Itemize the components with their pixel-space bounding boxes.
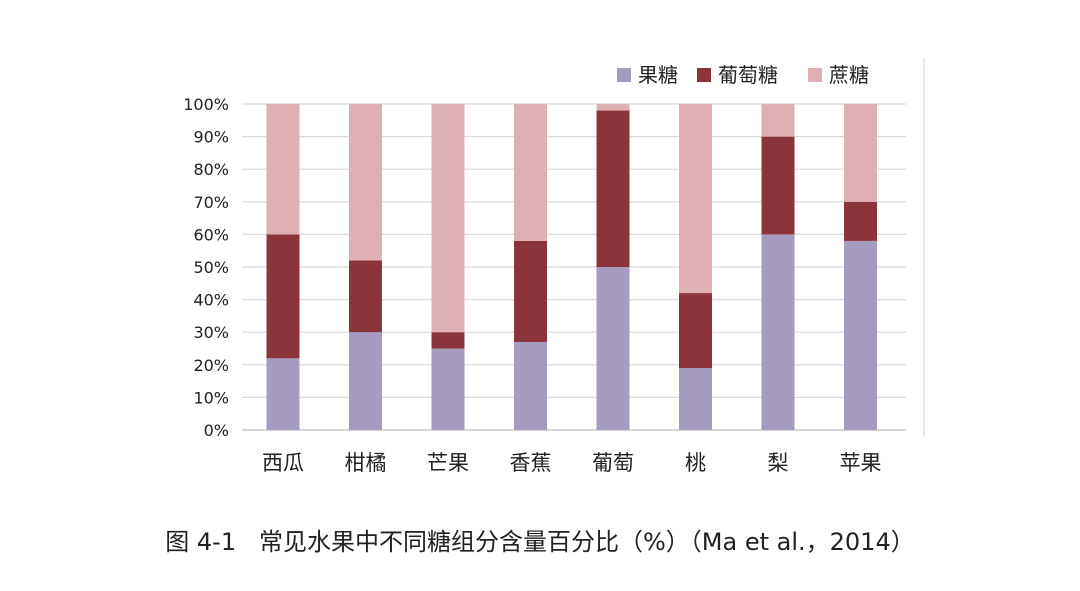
bar-segment xyxy=(844,104,877,202)
y-tick-label: 70% xyxy=(193,193,229,212)
bar-segment xyxy=(679,104,712,294)
x-category-label: 苹果 xyxy=(840,451,882,475)
x-category-label: 香蕉 xyxy=(510,451,552,475)
y-tick-label: 100% xyxy=(183,95,229,114)
y-tick-label: 60% xyxy=(193,225,229,244)
bar-segment xyxy=(679,293,712,369)
bar-segment xyxy=(761,136,795,235)
bar-segment xyxy=(596,267,630,430)
bar-segment xyxy=(431,348,465,430)
y-tick-label: 50% xyxy=(193,258,229,277)
legend-swatch xyxy=(697,68,711,82)
x-category-label: 西瓜 xyxy=(262,451,304,475)
y-tick-label: 0% xyxy=(204,421,229,440)
bar-segment xyxy=(266,234,300,359)
bar-segment xyxy=(266,104,300,235)
bar-segment xyxy=(514,341,547,430)
bar-segment xyxy=(596,110,630,268)
x-axis-labels: 西瓜 柑橘 芒果 香蕉 葡萄 桃 梨 苹果 xyxy=(262,451,882,475)
bar-segment xyxy=(844,201,877,241)
x-category-label: 桃 xyxy=(685,451,706,475)
figure-caption: 图 4-1 常见水果中不同糖组分含量百分比（%）（Ma et al.，2014） xyxy=(165,528,915,556)
y-tick-label: 90% xyxy=(193,128,229,147)
x-category-label: 芒果 xyxy=(427,451,469,475)
bar-segment xyxy=(349,260,382,333)
legend: 果糖 葡萄糖 蔗糖 xyxy=(617,63,869,87)
bars xyxy=(266,104,877,430)
x-category-label: 葡萄 xyxy=(592,451,634,475)
bar-segment xyxy=(431,332,465,349)
legend-label: 蔗糖 xyxy=(829,63,869,87)
bar-segment xyxy=(349,104,382,261)
y-tick-label: 40% xyxy=(193,291,229,310)
legend-swatch xyxy=(808,68,822,82)
legend-label: 葡萄糖 xyxy=(718,63,778,87)
gridlines xyxy=(242,103,906,431)
y-tick-label: 30% xyxy=(193,323,229,342)
bar-segment xyxy=(431,104,465,333)
bar-segment xyxy=(266,358,300,430)
stacked-bar-chart: 0% 10% 20% 30% 40% 50% 60% 70% 80% 90% 100% 西瓜 柑橘 芒果… xyxy=(183,58,925,475)
y-tick-label: 10% xyxy=(193,388,229,407)
bar-segment xyxy=(596,104,630,111)
y-axis-ticks: 0% 10% 20% 30% 40% 50% 60% 70% 80% 90% 100% xyxy=(183,95,229,440)
x-category-label: 梨 xyxy=(768,451,789,475)
bar-segment xyxy=(514,240,547,342)
x-category-label: 柑橘 xyxy=(345,451,387,475)
bar-segment xyxy=(679,368,712,430)
y-tick-label: 80% xyxy=(193,160,229,179)
bar-segment xyxy=(761,104,795,137)
y-tick-label: 20% xyxy=(193,356,229,375)
bar-segment xyxy=(844,240,877,430)
bar-segment xyxy=(514,104,547,241)
bar-segment xyxy=(761,234,795,430)
legend-label: 果糖 xyxy=(638,63,678,87)
legend-swatch xyxy=(617,68,631,82)
bar-segment xyxy=(349,332,382,430)
